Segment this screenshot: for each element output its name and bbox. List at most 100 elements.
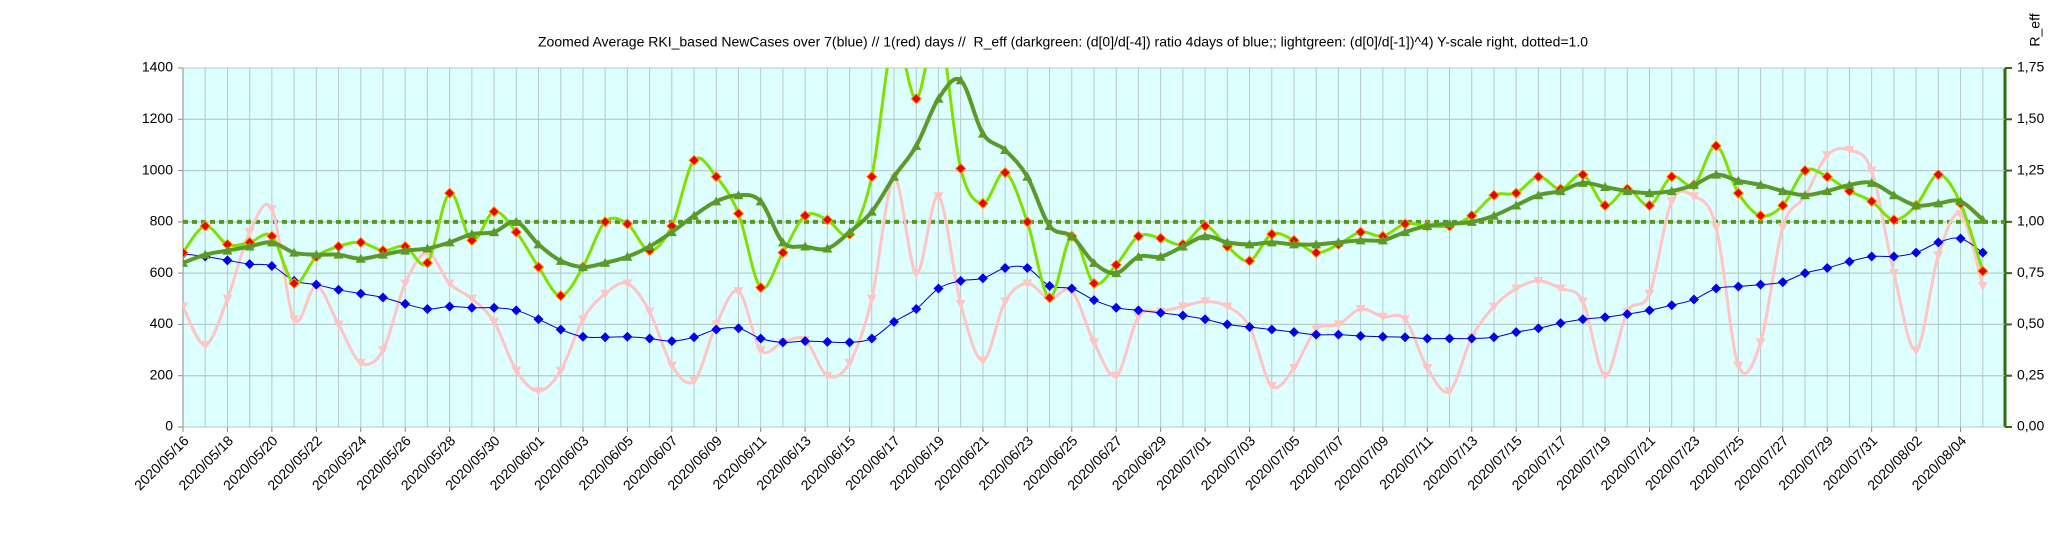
data-point — [466, 302, 477, 313]
y2-tick-label: 1,00 — [2017, 213, 2044, 229]
data-point — [733, 287, 744, 297]
data-point — [1688, 294, 1699, 305]
data-point — [289, 247, 300, 257]
data-point — [1888, 190, 1899, 200]
data-point — [1155, 251, 1166, 261]
y-tick-label: 1000 — [142, 161, 173, 177]
data-point — [911, 140, 922, 150]
data-point — [844, 227, 855, 237]
data-point — [1043, 292, 1056, 304]
data-point — [1177, 302, 1188, 312]
data-point — [511, 305, 522, 316]
data-point — [1244, 321, 1255, 332]
data-point — [1710, 140, 1722, 152]
data-point — [489, 317, 500, 327]
data-point — [1511, 284, 1522, 294]
data-point — [1844, 256, 1855, 267]
data-point — [1666, 300, 1677, 311]
data-point — [466, 294, 477, 304]
data-point — [532, 261, 545, 273]
data-point — [444, 279, 455, 289]
data-point — [1355, 235, 1366, 245]
data-point — [1400, 227, 1411, 237]
data-point — [1777, 199, 1789, 212]
data-point — [644, 333, 655, 344]
data-point — [1355, 305, 1366, 315]
data-point — [754, 281, 767, 294]
data-point — [866, 171, 878, 183]
data-point — [1821, 171, 1833, 183]
data-point — [1000, 263, 1011, 274]
data-point — [1577, 314, 1588, 325]
data-point — [1755, 279, 1766, 290]
data-point — [199, 220, 211, 232]
data-point — [533, 239, 544, 249]
data-point — [444, 237, 455, 247]
data-point — [1888, 251, 1899, 262]
data-point — [822, 336, 833, 347]
data-point — [1400, 315, 1411, 325]
data-point — [889, 171, 900, 181]
data-point — [1311, 329, 1322, 340]
y-tick-label: 800 — [150, 213, 174, 229]
data-point — [200, 249, 211, 259]
data-point — [955, 275, 966, 286]
data-point — [1133, 312, 1144, 322]
data-point — [889, 316, 900, 327]
data-point — [183, 257, 188, 267]
data-point — [244, 228, 255, 238]
data-point — [555, 290, 567, 302]
data-point — [244, 259, 255, 270]
data-point — [1533, 323, 1544, 334]
data-point — [1133, 305, 1144, 316]
data-point — [1444, 387, 1455, 397]
data-point — [288, 277, 300, 290]
data-point — [955, 75, 966, 85]
data-point — [933, 192, 944, 202]
data-point — [1666, 186, 1677, 196]
data-point — [1866, 177, 1877, 187]
data-point — [1066, 231, 1077, 241]
data-point — [266, 237, 277, 247]
data-point — [444, 301, 455, 312]
data-point — [666, 361, 677, 371]
data-point — [1022, 171, 1033, 181]
data-point — [1777, 222, 1788, 232]
data-point — [333, 284, 344, 295]
data-point — [1977, 281, 1988, 291]
y2-tick-label: 0,50 — [2017, 315, 2044, 331]
data-point — [1555, 186, 1566, 196]
chart-title: Zoomed Average RKI_based NewCases over 7… — [538, 34, 1588, 50]
data-point — [1111, 302, 1122, 313]
data-point — [1865, 195, 1878, 208]
data-point — [1643, 199, 1656, 212]
data-point — [1866, 251, 1877, 262]
data-point — [733, 323, 744, 334]
y2-tick-label: 1,25 — [2017, 161, 2044, 177]
data-point — [1711, 283, 1722, 294]
data-point — [1955, 233, 1966, 244]
data-point — [1977, 265, 1989, 277]
data-point — [755, 333, 766, 344]
data-point — [1733, 281, 1744, 292]
data-point — [1377, 235, 1388, 245]
data-point — [1466, 216, 1477, 226]
data-point — [822, 243, 833, 253]
data-point — [1800, 268, 1811, 279]
y2-tick-label: 0,75 — [2017, 264, 2044, 280]
data-point — [1333, 329, 1344, 340]
data-point — [689, 210, 700, 220]
data-point — [1288, 364, 1299, 374]
data-point — [555, 366, 566, 376]
data-point — [222, 294, 233, 304]
data-point — [1155, 307, 1166, 318]
data-point — [844, 358, 855, 368]
data-point — [1933, 251, 1944, 261]
data-point — [1311, 239, 1322, 249]
y2-tick-label: 1,75 — [2017, 59, 2044, 75]
data-point — [1488, 189, 1500, 201]
data-point — [1977, 214, 1988, 224]
data-point — [977, 128, 988, 138]
data-point — [999, 166, 1011, 179]
